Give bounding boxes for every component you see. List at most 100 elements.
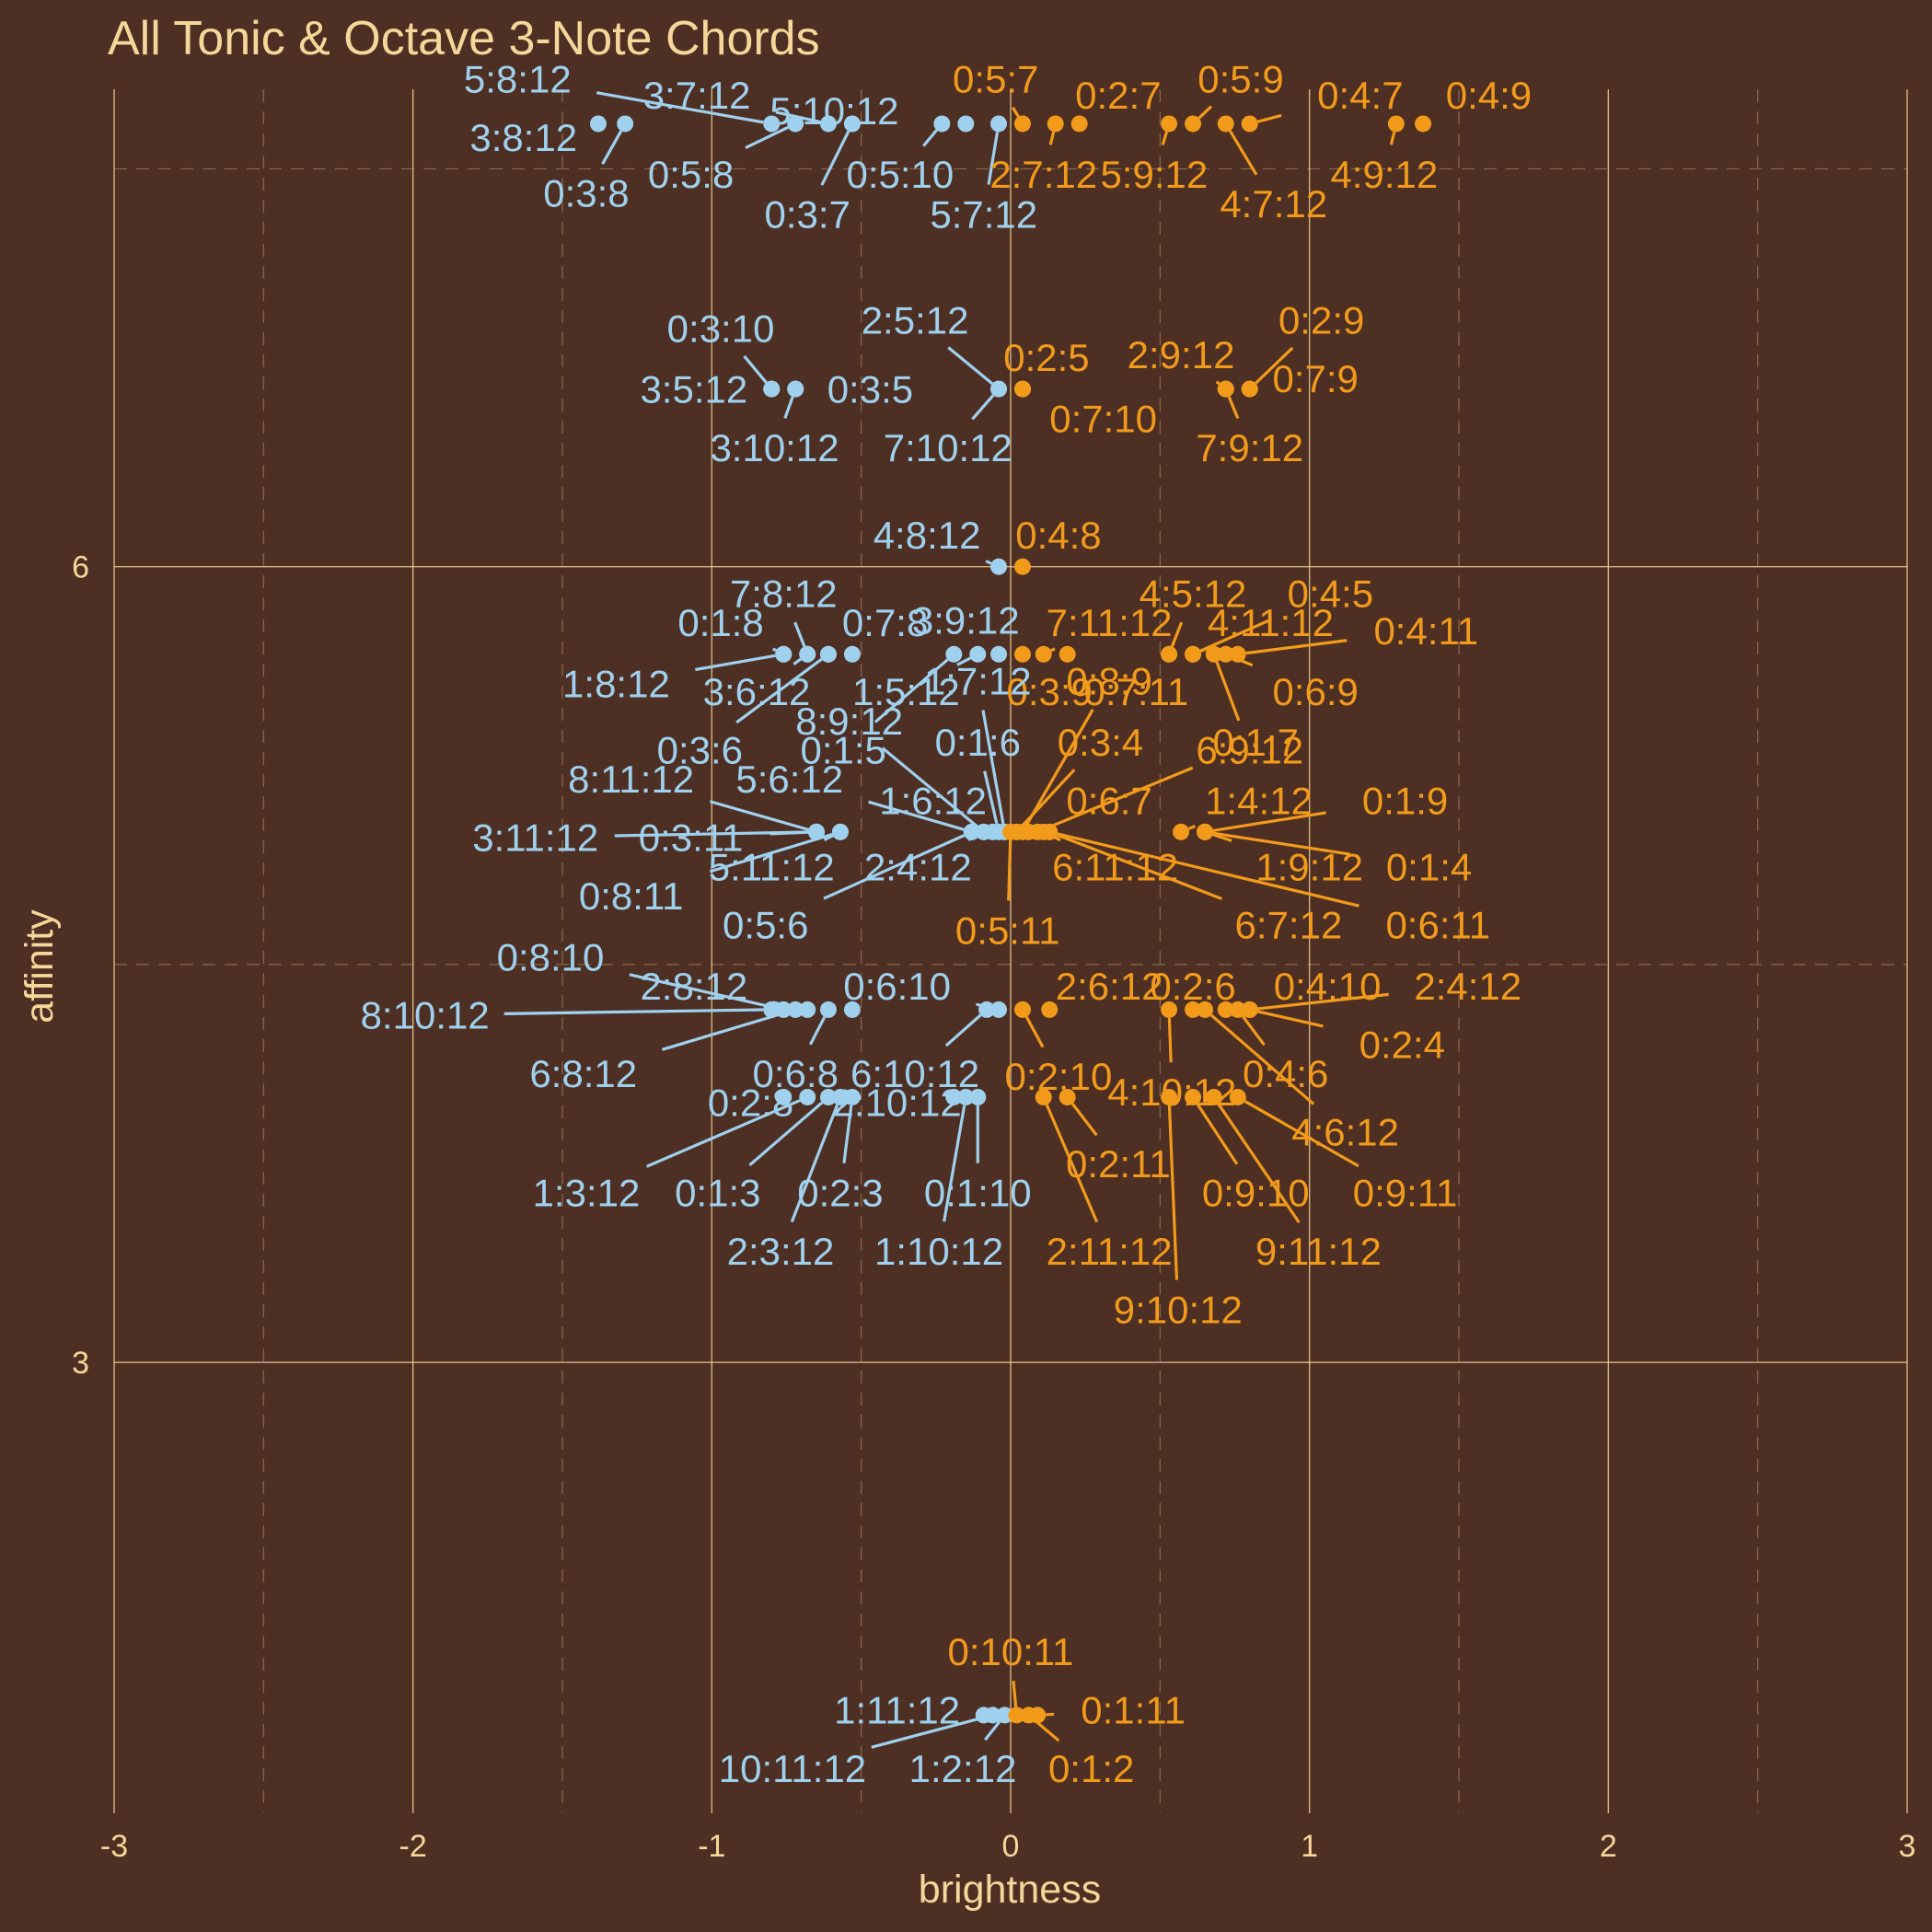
data-point	[1035, 645, 1052, 663]
point-label: 0:5:8	[648, 153, 734, 196]
point-label: 2:4:12	[1414, 965, 1521, 1008]
data-point	[819, 645, 837, 663]
point-label: 2:8:12	[640, 965, 747, 1008]
data-point	[787, 380, 804, 398]
point-label: 0:2:11	[1066, 1142, 1171, 1186]
label-connector	[646, 1099, 801, 1168]
data-point	[1013, 115, 1031, 133]
data-point	[990, 645, 1008, 663]
point-label: 0:1:8	[677, 601, 763, 644]
point-label: 0:1:2	[1048, 1747, 1134, 1790]
data-point	[1217, 380, 1234, 398]
point-label: 0:1:6	[935, 721, 1021, 764]
label-connector	[871, 1716, 986, 1749]
point-label: 1:11:12	[834, 1689, 960, 1732]
data-point	[787, 115, 804, 133]
label-connector	[823, 834, 834, 842]
label-connector	[1257, 113, 1282, 123]
point-label: 0:1:5	[800, 729, 885, 772]
data-point	[763, 380, 781, 398]
label-connector	[709, 832, 833, 873]
point-label: 0:9:11	[1353, 1172, 1458, 1215]
data-point	[1197, 1001, 1214, 1018]
label-connector	[662, 1010, 789, 1051]
label-connector	[790, 1104, 839, 1223]
point-label: 4:8:12	[873, 514, 981, 557]
data-point	[843, 1001, 861, 1018]
data-point	[990, 380, 1008, 398]
data-point	[1197, 823, 1214, 840]
data-point	[945, 1088, 963, 1105]
label-connector	[1244, 1100, 1359, 1168]
label-connector	[881, 746, 978, 828]
point-label: 6:10:12	[850, 1052, 979, 1095]
x-tick-label: 3	[1899, 1829, 1916, 1864]
y-tick-label: 6	[72, 550, 89, 585]
data-point	[984, 1706, 1001, 1724]
point-label: 8:9:12	[795, 700, 903, 743]
label-connector	[735, 657, 823, 724]
label-connector	[1167, 1105, 1179, 1280]
x-tick-label: 0	[1002, 1829, 1020, 1864]
label-connector	[769, 830, 809, 836]
point-label: 3:8:12	[469, 116, 577, 159]
label-connector	[1257, 992, 1389, 1011]
point-label: 7:9:12	[1196, 426, 1303, 469]
label-connector	[1215, 380, 1221, 386]
data-point	[963, 823, 980, 840]
label-connector	[943, 1105, 966, 1222]
data-point	[589, 115, 607, 133]
point-label: 1:7:12	[924, 660, 1032, 703]
point-label: 0:4:11	[1373, 609, 1478, 653]
point-label: 0:3:4	[1058, 721, 1143, 764]
point-label: 1:8:12	[562, 662, 670, 705]
point-label: 5:7:12	[930, 192, 1037, 236]
data-point	[1161, 1088, 1178, 1105]
data-point	[1029, 1706, 1047, 1724]
label-connector	[1212, 831, 1350, 856]
data-point	[1047, 115, 1064, 133]
label-connector	[1025, 708, 1094, 826]
label-connector	[1007, 839, 1012, 901]
data-point	[1217, 115, 1234, 133]
data-point	[978, 1001, 996, 1018]
axis-ticks: -3 -2 -1 0 1 2 3 3 6	[72, 550, 1915, 1864]
data-point	[1415, 115, 1432, 133]
data-point	[775, 1001, 792, 1018]
point-label: 1:2:12	[909, 1747, 1017, 1790]
data-point	[763, 115, 781, 133]
data-point	[1229, 1088, 1246, 1105]
point-label: 0:8:9	[1066, 660, 1151, 703]
label-connector	[873, 658, 949, 723]
data-point	[1185, 1001, 1202, 1018]
point-label: 0:6:8	[753, 1052, 839, 1095]
data-point	[799, 645, 816, 663]
point-label: 0:10:11	[947, 1630, 1073, 1673]
grid	[113, 89, 1908, 1813]
label-connector	[1024, 1016, 1045, 1048]
data-point	[996, 1706, 1013, 1724]
data-point	[957, 115, 975, 133]
label-connector	[971, 394, 995, 421]
point-label: 3:9:12	[912, 598, 1020, 642]
point-label: 0:8:11	[579, 874, 684, 918]
point-label: 2:4:12	[864, 845, 972, 888]
label-connector	[792, 657, 802, 665]
data-point	[990, 1001, 1008, 1018]
point-label: 9:10:12	[1114, 1289, 1243, 1332]
data-point	[1013, 380, 1031, 398]
point-label: 3:11:12	[472, 816, 598, 860]
point-label: 2:7:12	[989, 153, 1097, 196]
data-point	[1013, 645, 1031, 663]
label-connector	[1241, 1015, 1266, 1047]
data-point	[775, 645, 792, 663]
data-point	[990, 115, 1008, 133]
point-label: 0:8:10	[497, 935, 605, 978]
label-connector	[710, 800, 809, 831]
point-label: 2:11:12	[1047, 1230, 1173, 1273]
data-point	[1008, 1706, 1025, 1724]
label-connector	[1229, 130, 1258, 176]
data-point	[763, 1001, 781, 1018]
point-label: 0:1:4	[1386, 845, 1472, 888]
point-label: 6:9:12	[1196, 729, 1303, 772]
